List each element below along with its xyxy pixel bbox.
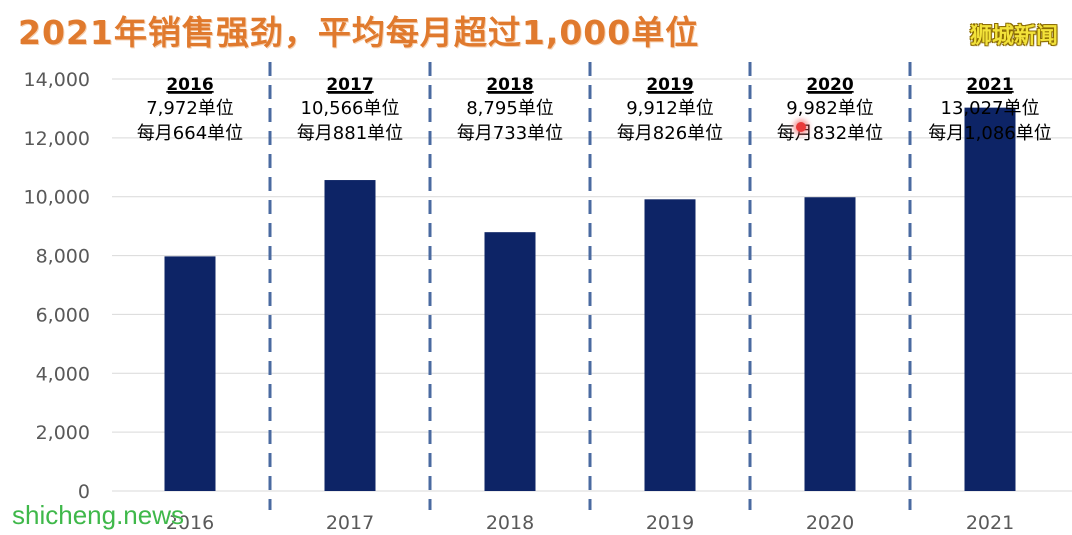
bar-2018 bbox=[484, 232, 536, 491]
y-tick-label: 2,000 bbox=[36, 422, 90, 444]
annotation-total: 13,027单位 bbox=[941, 98, 1040, 119]
y-tick-label: 8,000 bbox=[36, 246, 90, 268]
annotation-monthly: 每月733单位 bbox=[457, 123, 563, 144]
brand-logo-text: 狮城新闻 bbox=[969, 24, 1058, 49]
bar-2017 bbox=[324, 180, 376, 491]
annotation-monthly: 每月881单位 bbox=[297, 123, 403, 144]
annotation-total: 9,912单位 bbox=[626, 98, 714, 119]
x-tick-label: 2019 bbox=[646, 512, 694, 534]
y-axis: 0 2,000 4,000 6,000 8,000 10,000 12,000 14,000 bbox=[24, 69, 90, 503]
annotation-total: 7,972单位 bbox=[146, 98, 234, 119]
x-tick-label: 2021 bbox=[966, 512, 1014, 534]
bars bbox=[164, 107, 1016, 491]
annotation-year: 2017 bbox=[326, 75, 373, 95]
annotation-monthly: 每月826单位 bbox=[617, 123, 723, 144]
x-axis: 2016 2017 2018 2019 2020 2021 bbox=[166, 512, 1014, 534]
annotation-total: 9,982单位 bbox=[786, 98, 874, 119]
y-tick-label: 6,000 bbox=[36, 304, 90, 326]
gridlines bbox=[112, 78, 1072, 492]
annotation-monthly: 每月832单位 bbox=[777, 123, 883, 144]
y-tick-label: 12,000 bbox=[24, 128, 90, 150]
x-tick-label: 2017 bbox=[326, 512, 374, 534]
annotation-total: 10,566单位 bbox=[301, 98, 400, 119]
bar-2021 bbox=[964, 107, 1016, 491]
annotation-year: 2019 bbox=[646, 75, 693, 95]
bar-2016 bbox=[164, 256, 216, 491]
annotation-year: 2018 bbox=[486, 75, 533, 95]
chart-title: 2021年销售强劲，平均每月超过1,000单位 bbox=[18, 13, 700, 52]
y-tick-label: 14,000 bbox=[24, 69, 90, 91]
x-tick-label: 2016 bbox=[166, 512, 214, 534]
annotation-total: 8,795单位 bbox=[466, 98, 554, 119]
y-tick-label: 4,000 bbox=[36, 363, 90, 385]
y-tick-label: 0 bbox=[78, 481, 90, 503]
x-tick-label: 2018 bbox=[486, 512, 534, 534]
watermark: shicheng.news bbox=[12, 500, 184, 530]
x-tick-label: 2020 bbox=[806, 512, 854, 534]
annotation-year: 2021 bbox=[966, 75, 1013, 95]
bar-2020 bbox=[804, 197, 856, 491]
annotation-monthly: 每月1,086单位 bbox=[928, 123, 1052, 144]
y-tick-label: 10,000 bbox=[24, 187, 90, 209]
annotation-year: 2020 bbox=[806, 75, 853, 95]
annotation-monthly: 每月664单位 bbox=[137, 123, 243, 144]
pointer-dot bbox=[796, 122, 806, 132]
bar-2019 bbox=[644, 199, 696, 491]
year-dividers bbox=[268, 62, 912, 510]
annotation-year: 2016 bbox=[166, 75, 213, 95]
